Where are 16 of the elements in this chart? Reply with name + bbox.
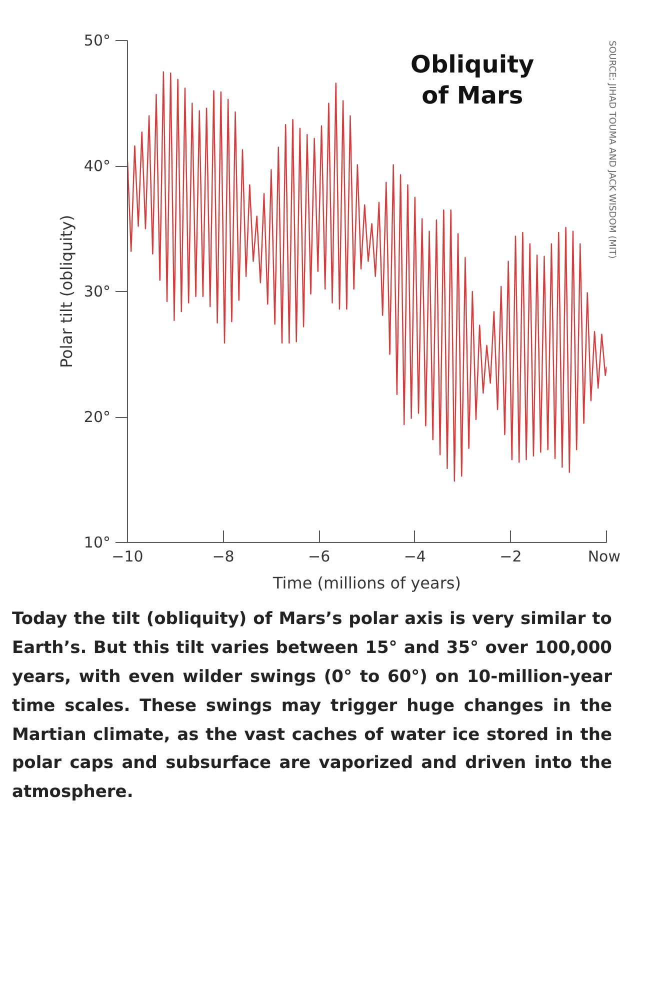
- text: Today the tilt (obliquity) of Mars’s polar axis is very similar to Earth’s. But this tilt varies between 15° and 35° over 100,000 years, with even wilder swings (0° to 60°) on 10-million-year time scales. These swings may trigger huge changes in the Martian climate, as the vast caches of water ice stored in the polar caps and subsurface are vaporized and driven into the atmosphere.: [12, 608, 612, 804]
- x-tick-label: −4: [404, 548, 426, 566]
- y-tick-label: 10°: [84, 534, 111, 552]
- y-tick-label: 50°: [84, 32, 111, 50]
- y-tick-label: 40°: [84, 157, 111, 175]
- x-tick-label: −8: [212, 548, 234, 566]
- x-tick-label: Now: [588, 548, 621, 566]
- y-tick-label: 30°: [84, 282, 111, 300]
- text: Obliquity of Mars: [410, 50, 535, 110]
- y-axis-title: Polar tilt (obliquity): [56, 214, 76, 368]
- source-note: SOURCE: JIHAD TOUMA AND JACK WISDOM (MIT): [606, 40, 616, 259]
- y-tick-label: 20°: [84, 408, 111, 426]
- x-tick-label: −6: [308, 548, 330, 566]
- x-tick-label: −10: [112, 548, 144, 566]
- x-tick-label: −2: [500, 548, 522, 566]
- x-axis-title: Time (millions of years): [272, 574, 461, 592]
